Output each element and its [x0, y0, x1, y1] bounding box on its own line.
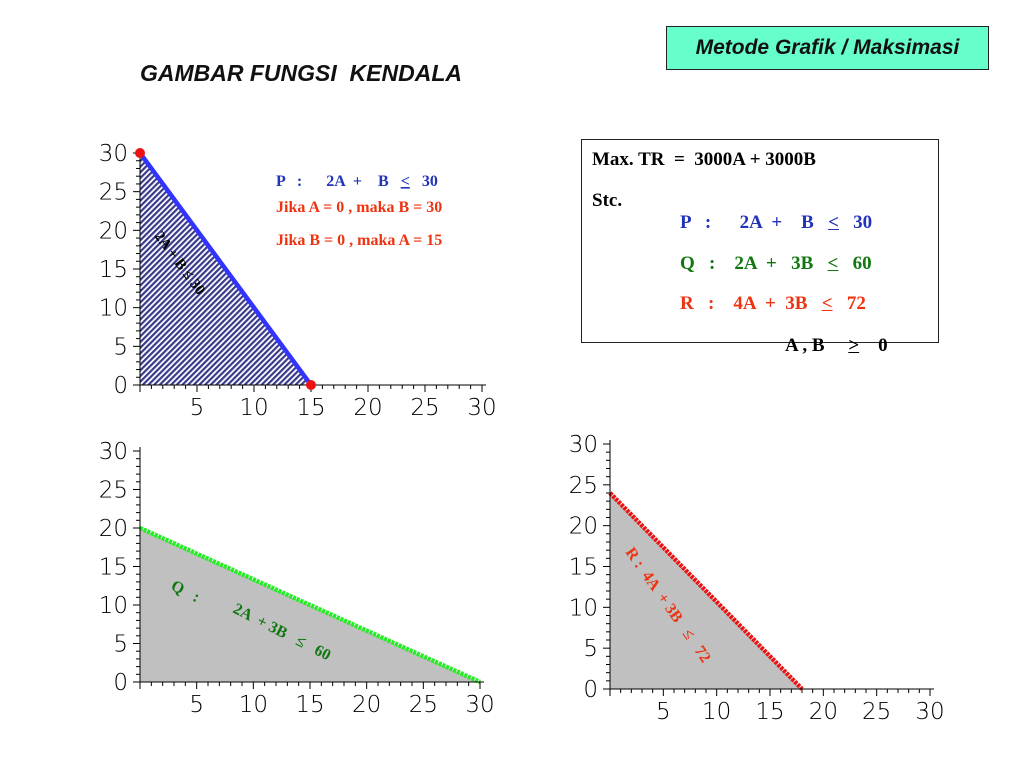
- r-y-tick-label: 0: [583, 677, 598, 703]
- p-equation: P : 2A + B < 30: [276, 173, 438, 190]
- p-y-tick-label: 15: [99, 257, 128, 283]
- p-x-tick-label: 15: [296, 395, 325, 421]
- constraint-q-op: <: [827, 253, 839, 274]
- q-x-tick-label: 5: [189, 692, 204, 718]
- constraint-q: Q : 2A + 3B < 60: [680, 253, 872, 274]
- p-x-tick-label: 10: [239, 395, 268, 421]
- p-x-tick-label: 30: [467, 395, 496, 421]
- p-intercept-a: [306, 380, 316, 390]
- p-intercept-b: [135, 148, 145, 158]
- p-x-tick-label: 25: [410, 395, 439, 421]
- q-x-tick-label: 20: [352, 692, 381, 718]
- q-y-tick-label: 15: [99, 555, 128, 581]
- q-y-tick-label: 20: [99, 516, 128, 542]
- stc-label: Stc.: [592, 190, 623, 211]
- p-y-tick-label: 5: [113, 334, 128, 360]
- q-x-tick-label: 25: [409, 692, 438, 718]
- q-y-tick-label: 10: [99, 593, 128, 619]
- r-y-tick-label: 20: [569, 514, 598, 540]
- constraint-r-name: R: [680, 293, 694, 314]
- r-x-tick-label: 30: [915, 699, 944, 725]
- p-y-tick-label: 20: [99, 218, 128, 244]
- q-y-tick-label: 25: [99, 478, 128, 504]
- r-constraint-line: [608, 491, 804, 691]
- r-x-tick-label: 25: [862, 699, 891, 725]
- constraint-p: P : 2A + B < 30: [680, 212, 873, 233]
- p-axes: 5 10 15 20 25 30 0 5 10 15 20 25 30: [99, 141, 497, 421]
- constraint-p-lhs: 2A + B: [739, 212, 814, 233]
- constraint-r: R : 4A + 3B < 72: [680, 293, 866, 314]
- p-y-tick-label: 10: [99, 296, 128, 322]
- p-y-tick-label: 0: [113, 373, 128, 399]
- r-y-tick-label: 5: [583, 636, 598, 662]
- r-y-tick-label: 25: [569, 473, 598, 499]
- constraint-q-name: Q: [680, 253, 695, 274]
- r-y-tick-label: 30: [569, 432, 598, 458]
- p-equation-lhs: P : 2A + B: [276, 173, 401, 190]
- r-x-tick-label: 20: [809, 699, 838, 725]
- r-x-tick-label: 15: [755, 699, 784, 725]
- objective-function: Max. TR = 3000A + 3000B: [592, 149, 816, 170]
- r-y-tick-label: 10: [569, 595, 598, 621]
- q-x-tick-label: 10: [239, 692, 268, 718]
- constraint-q-lhs: 2A + 3B: [734, 253, 814, 274]
- q-y-tick-label: 30: [99, 439, 128, 465]
- q-axes: 5 10 15 20 25 30 0 5 10 15 20 25 30: [99, 439, 495, 718]
- method-badge: Metode Grafik / Maksimasi: [666, 26, 989, 70]
- constraint-r-lhs: 4A + 3B: [733, 293, 808, 314]
- p-equation-rhs: 30: [422, 173, 438, 190]
- r-x-tick-label: 5: [656, 699, 671, 725]
- p-constraint-line: [138, 151, 313, 387]
- constraint-p-name: P: [680, 212, 691, 233]
- p-y-tick-label: 25: [99, 180, 128, 206]
- p-y-tick-label: 30: [99, 141, 128, 167]
- r-x-tick-label: 10: [702, 699, 731, 725]
- q-x-tick-label: 30: [465, 692, 494, 718]
- constraint-r-op: <: [821, 293, 833, 314]
- q-constraint-line: [139, 525, 481, 685]
- page-title: GAMBAR FUNGSI KENDALA: [140, 60, 462, 86]
- constraint-p-op: <: [828, 212, 839, 233]
- p-equation-op: <: [401, 173, 410, 190]
- p-x-tick-label: 20: [353, 395, 382, 421]
- nonnegativity: A , B > 0: [767, 313, 888, 379]
- q-y-tick-label: 0: [113, 670, 128, 696]
- p-case-a0: Jika A = 0 , maka B = 30: [276, 199, 442, 216]
- constraint-p-rhs: 30: [853, 212, 873, 233]
- p-case-b0: Jika B = 0 , maka A = 15: [276, 232, 442, 249]
- constraint-q-rhs: 60: [852, 253, 872, 274]
- nonneg-lhs: A , B: [784, 335, 825, 356]
- constraint-r-rhs: 72: [846, 293, 866, 314]
- q-y-tick-label: 5: [113, 632, 128, 658]
- q-x-tick-label: 15: [295, 692, 324, 718]
- p-equation-gap: [410, 173, 422, 190]
- nonneg-rhs: 0: [878, 335, 888, 356]
- p-x-tick-label: 5: [190, 395, 205, 421]
- lp-model-box: Max. TR = 3000A + 3000B Stc. P : 2A + B …: [581, 139, 939, 356]
- r-y-tick-label: 15: [569, 555, 598, 581]
- nonneg-op: >: [848, 335, 860, 356]
- r-axes: 5 10 15 20 25 30 0 5 10 15 20 25 30: [569, 432, 945, 725]
